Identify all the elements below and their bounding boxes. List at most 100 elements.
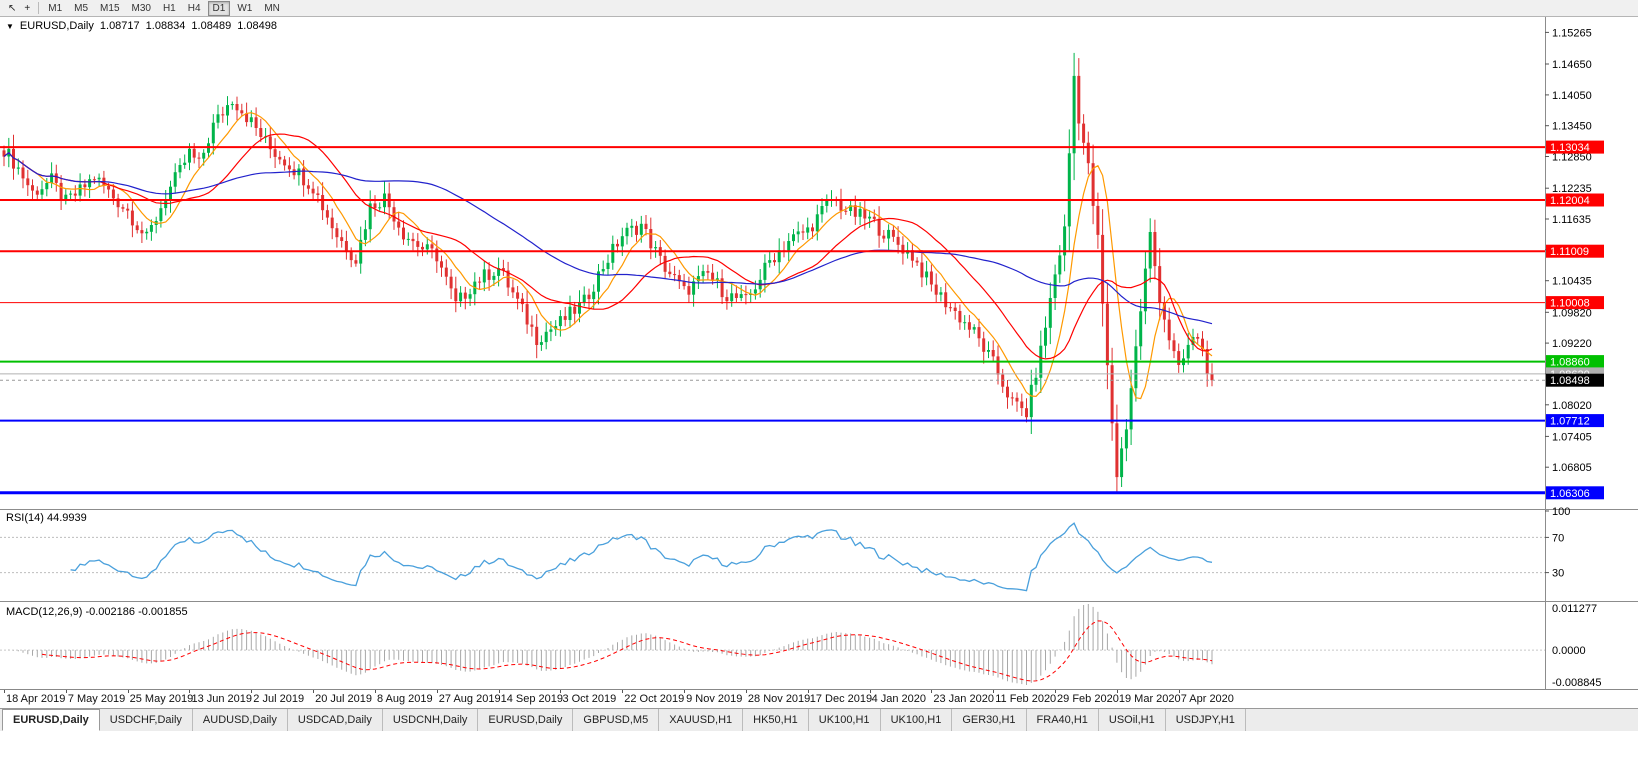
chart-tab-13-usoil-h1[interactable]: USOil,H1 bbox=[1098, 709, 1166, 731]
timeframe-button-w1[interactable]: W1 bbox=[237, 2, 253, 14]
chart-area: RSI(14) 44.9939 100 70 30 MACD(12,26,9) -0.0… bbox=[0, 17, 1638, 689]
timeframe-button-mn[interactable]: MN bbox=[264, 2, 280, 14]
chart-tab-12-fra40-h1[interactable]: FRA40,H1 bbox=[1026, 709, 1099, 731]
time-tick bbox=[374, 690, 376, 693]
ohlc-close-value: 1.08498 bbox=[237, 20, 277, 32]
svg-text:1.09220: 1.09220 bbox=[1552, 338, 1592, 350]
svg-text:1.14050: 1.14050 bbox=[1552, 90, 1592, 102]
svg-text:MACD(12,26,9) -0.002186 -0.001: MACD(12,26,9) -0.002186 -0.001855 bbox=[6, 606, 188, 618]
timeframe-button-m5[interactable]: M5 bbox=[74, 2, 89, 14]
ohlc-low-value: 1.08489 bbox=[191, 20, 232, 32]
svg-text:1.11009: 1.11009 bbox=[1550, 246, 1589, 258]
timeframe-button-m30[interactable]: M30 bbox=[131, 2, 151, 14]
time-tick bbox=[251, 690, 253, 693]
time-tick bbox=[622, 690, 624, 693]
chart-tab-5-eurusd-daily[interactable]: EURUSD,Daily bbox=[478, 709, 574, 731]
svg-text:1.09820: 1.09820 bbox=[1552, 307, 1592, 319]
svg-text:1.10008: 1.10008 bbox=[1550, 298, 1590, 310]
time-label: 4 Jan 2020 bbox=[871, 693, 926, 705]
svg-text:1.11635: 1.11635 bbox=[1552, 214, 1591, 226]
svg-text:RSI(14) 44.9939: RSI(14) 44.9939 bbox=[6, 512, 87, 524]
time-label: 2 Jul 2019 bbox=[253, 693, 305, 705]
time-label: 22 Oct 2019 bbox=[624, 693, 685, 705]
chart-tab-4-usdcnh-daily[interactable]: USDCNH,Daily bbox=[382, 709, 479, 731]
time-axis[interactable]: 18 Apr 2019 7 May 2019 25 May 2019 13 Jun 2… bbox=[0, 689, 1638, 708]
chart-collapse-icon[interactable]: ▼ bbox=[6, 21, 14, 31]
svg-text:1.12850: 1.12850 bbox=[1552, 152, 1592, 164]
chart-tab-9-uk100-h1[interactable]: UK100,H1 bbox=[808, 709, 881, 731]
timeframe-button-m15[interactable]: M15 bbox=[100, 2, 120, 14]
chart-tab-11-ger30-h1[interactable]: GER30,H1 bbox=[952, 709, 1027, 731]
time-label: 29 Feb 2020 bbox=[1057, 693, 1119, 705]
svg-text:1.06306: 1.06306 bbox=[1550, 488, 1590, 500]
time-tick bbox=[436, 690, 438, 693]
time-tick bbox=[127, 690, 129, 693]
chart-tab-2-audusd-daily[interactable]: AUDUSD,Daily bbox=[192, 709, 288, 731]
timeframe-button-d1[interactable]: D1 bbox=[207, 0, 231, 16]
time-tick bbox=[1116, 690, 1118, 693]
svg-text:1.06805: 1.06805 bbox=[1552, 462, 1592, 474]
time-tick bbox=[931, 690, 933, 693]
time-tick bbox=[189, 690, 191, 693]
time-label: 3 Oct 2019 bbox=[562, 693, 617, 705]
time-label: 28 Nov 2019 bbox=[747, 693, 811, 705]
time-label: 19 Mar 2020 bbox=[1118, 693, 1181, 705]
time-tick bbox=[1055, 690, 1057, 693]
time-label: 7 Apr 2020 bbox=[1180, 693, 1234, 705]
time-tick bbox=[65, 690, 67, 693]
time-label: 7 May 2019 bbox=[67, 693, 126, 705]
svg-text:100: 100 bbox=[1552, 506, 1570, 518]
time-tick bbox=[807, 690, 809, 693]
chart-title: ▼ EURUSD,Daily 1.08717 1.08834 1.08489 1… bbox=[6, 20, 277, 32]
timeframe-buttons: M1 M5 M15 M30 H1 H4 D1 W1 MN bbox=[43, 0, 285, 16]
svg-text:30: 30 bbox=[1552, 568, 1564, 580]
svg-text:1.12235: 1.12235 bbox=[1552, 183, 1592, 195]
time-tick bbox=[745, 690, 747, 693]
price-chart-canvas[interactable]: RSI(14) 44.9939 100 70 30 MACD(12,26,9) -0.0… bbox=[0, 17, 1638, 689]
svg-text:1.08498: 1.08498 bbox=[1550, 375, 1590, 387]
chart-tab-14-usdjpy-h1[interactable]: USDJPY,H1 bbox=[1165, 709, 1246, 731]
time-tick bbox=[4, 690, 5, 693]
svg-text:1.13034: 1.13034 bbox=[1550, 142, 1590, 154]
toolbar-separator bbox=[38, 2, 40, 14]
ohlc-open-value: 1.08717 bbox=[99, 20, 140, 32]
time-tick bbox=[313, 690, 315, 693]
chart-tab-0-eurusd-daily[interactable]: EURUSD,Daily bbox=[2, 709, 100, 731]
chart-tab-bar: EURUSD,Daily USDCHF,Daily AUDUSD,Daily USDC… bbox=[0, 708, 1638, 731]
chart-symbol-label: EURUSD,Daily bbox=[19, 20, 94, 32]
chart-tab-10-uk100-h1[interactable]: UK100,H1 bbox=[880, 709, 953, 731]
time-tick bbox=[869, 690, 871, 693]
timeframe-toolbar: ↖ + M1 M5 M15 M30 H1 H4 D1 W1 MN bbox=[0, 0, 1638, 17]
chart-tab-8-hk50-h1[interactable]: HK50,H1 bbox=[743, 709, 809, 731]
time-label: 9 Nov 2019 bbox=[686, 693, 743, 705]
chart-tab-7-xauusd-h1[interactable]: XAUUSD,H1 bbox=[659, 709, 744, 731]
svg-text:1.07405: 1.07405 bbox=[1552, 431, 1592, 443]
time-label: 18 Apr 2019 bbox=[6, 693, 66, 705]
time-label: 8 Aug 2019 bbox=[376, 693, 433, 705]
time-label: 17 Dec 2019 bbox=[809, 693, 873, 705]
svg-text:1.12004: 1.12004 bbox=[1550, 195, 1590, 207]
svg-text:1.15265: 1.15265 bbox=[1552, 27, 1592, 39]
chart-tab-3-usdcad-daily[interactable]: USDCAD,Daily bbox=[287, 709, 383, 731]
crosshair-icon[interactable]: + bbox=[24, 2, 31, 14]
time-label: 20 Jul 2019 bbox=[315, 693, 373, 705]
bottom-filler bbox=[0, 731, 1638, 763]
time-label: 14 Sep 2019 bbox=[500, 693, 563, 705]
time-label: 23 Jan 2020 bbox=[933, 693, 994, 705]
time-label: 11 Feb 2020 bbox=[995, 693, 1057, 705]
svg-text:0.011277: 0.011277 bbox=[1552, 603, 1597, 615]
time-label: 27 Aug 2019 bbox=[438, 693, 501, 705]
cursor-icon[interactable]: ↖ bbox=[8, 2, 17, 14]
time-tick bbox=[560, 690, 562, 693]
chart-tab-6-gbpusd-m5[interactable]: GBPUSD,M5 bbox=[573, 709, 660, 731]
timeframe-button-h4[interactable]: H4 bbox=[187, 2, 201, 14]
time-tick bbox=[684, 690, 686, 693]
timeframe-button-m1[interactable]: M1 bbox=[48, 2, 63, 14]
time-label: 25 May 2019 bbox=[129, 693, 194, 705]
time-tick bbox=[1178, 690, 1180, 693]
timeframe-button-h1[interactable]: H1 bbox=[162, 2, 176, 14]
chart-tab-1-usdchf-daily[interactable]: USDCHF,Daily bbox=[99, 709, 193, 731]
svg-text:0.0000: 0.0000 bbox=[1552, 645, 1586, 657]
svg-text:1.08860: 1.08860 bbox=[1550, 357, 1590, 369]
